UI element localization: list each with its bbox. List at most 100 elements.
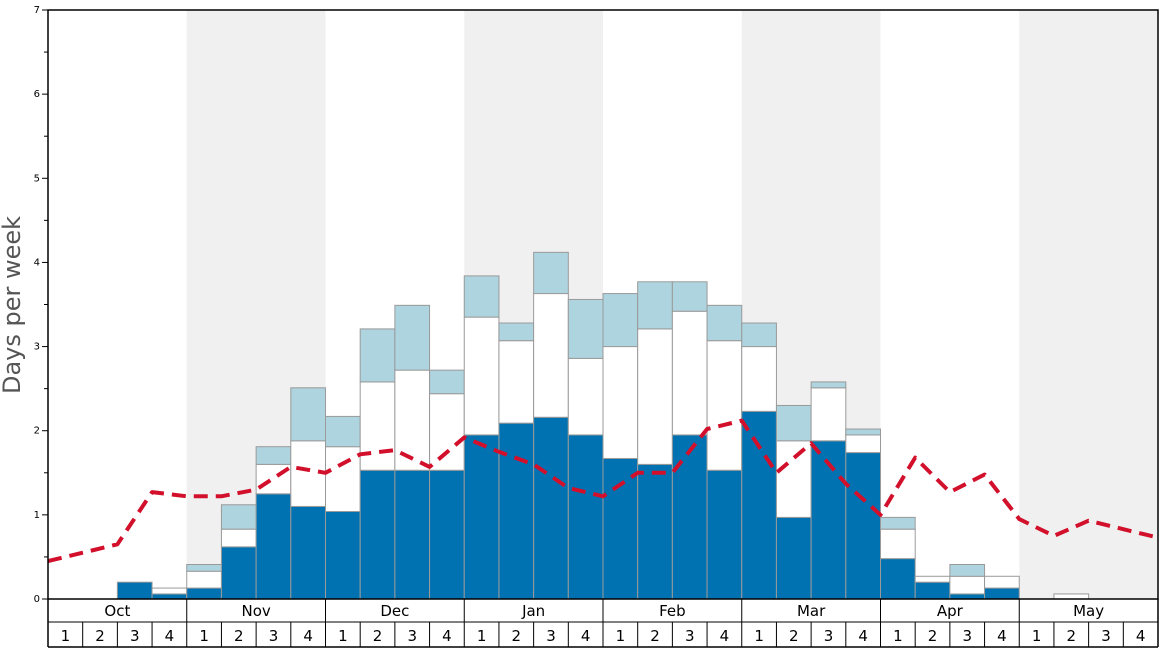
week-label: 4 [303,627,313,645]
bar-segment-s1-w25 [880,558,916,600]
y-tick-label: 1 [34,510,40,521]
bar-segment-s3-w15 [533,251,569,295]
bar-segment-s1-w16 [567,434,604,600]
week-label: 4 [858,627,868,645]
bar-segment-s2-w15 [533,293,569,418]
week-label: 2 [373,627,383,645]
week-label: 4 [442,627,452,645]
week-label: 4 [165,627,175,645]
bar-segment-s3-w21 [741,322,777,348]
bar-segment-s2-w4 [151,587,188,595]
bar-segment-s3-w18 [637,281,673,330]
bar-segment-s2-w30 [1053,593,1090,600]
bar-segment-s3-w17 [602,293,639,348]
week-label: 1 [338,627,348,645]
bar-segment-s2-w28 [984,575,1020,589]
bar-segment-s1-w8 [290,505,326,600]
bar-segment-s2-w9 [325,446,361,512]
month-label-apr: Apr [937,602,964,620]
bar-segment-s2-w24 [845,434,881,454]
bar-segment-s3-w27 [949,564,986,577]
average-line [47,418,1159,564]
bar-segment-s1-w24 [845,452,881,600]
bar-segment-s3-w8 [290,387,326,442]
week-label: 2 [95,627,105,645]
week-label: 1 [477,627,487,645]
bar-segment-s1-w23 [810,440,847,600]
month-label-dec: Dec [380,602,409,620]
week-label: 3 [130,627,140,645]
week-label: 1 [1032,627,1042,645]
bar-segment-s1-w3 [116,581,153,600]
bar-segment-s3-w22 [775,404,812,442]
bar-segment-s3-w14 [498,322,535,342]
bar-segment-s3-w7 [255,446,292,465]
bar-segment-s2-w23 [810,387,847,442]
week-label: 1 [199,627,209,645]
bar-segment-s2-w19 [671,310,708,436]
bar-segment-s3-w13 [463,275,500,318]
bar-segment-s1-w6 [220,546,257,600]
bar-segment-s1-w17 [602,457,639,600]
bar-segment-s3-w20 [706,304,743,342]
week-label: 3 [962,627,972,645]
week-label: 3 [407,627,417,645]
bar-segment-s1-w27 [949,593,986,600]
month-label-oct: Oct [104,602,130,620]
bar-segment-s2-w10 [359,381,396,471]
month-label-may: May [1073,602,1104,620]
bar-segment-s1-w18 [637,463,673,600]
y-tick-label: 7 [34,5,40,16]
week-label: 4 [1136,627,1146,645]
bar-segment-s2-w25 [880,528,916,560]
bar-segment-s1-w19 [671,434,708,600]
week-label: 3 [685,627,695,645]
bar-segment-s3-w25 [880,516,916,530]
week-label: 4 [581,627,591,645]
bar-segment-s1-w20 [706,469,743,600]
week-label: 1 [616,627,626,645]
month-label-feb: Feb [659,602,686,620]
bar-segment-s1-w21 [741,410,777,600]
bar-segment-s3-w5 [186,564,222,572]
week-label: 3 [824,627,834,645]
bar-segment-s1-w26 [914,581,951,600]
bar-segment-s3-w16 [567,298,604,359]
week-label: 4 [997,627,1007,645]
y-tick-label: 0 [34,594,40,605]
bar-segment-s1-w13 [463,434,500,600]
bar-segment-s2-w22 [775,440,812,518]
bar-segment-s3-w19 [671,281,708,312]
month-label-nov: Nov [241,602,270,620]
bar-segment-s3-w9 [325,415,361,448]
bar-segment-s1-w4 [151,593,188,600]
bar-segment-s1-w7 [255,493,292,600]
bar-segment-s1-w11 [394,469,431,600]
bar-segment-s2-w16 [567,357,604,436]
bar-segment-s3-w11 [394,304,431,371]
bar-segment-s3-w12 [429,369,465,395]
week-label: 2 [650,627,660,645]
axis-layer: 0 1 2 3 4 5 6 7 Oct Nov Dec Jan Feb Mar Apr May 1 2 3 4 1 2 3 4… [34,5,1159,648]
bar-segment-s2-w11 [394,369,431,471]
bar-segment-s2-w27 [949,575,986,595]
bar-segment-s1-w15 [533,416,569,600]
y-tick-label: 5 [34,173,40,184]
bar-segment-s3-w24 [845,428,881,436]
week-label: 3 [1101,627,1111,645]
week-label: 2 [512,627,522,645]
bar-segment-s2-w6 [220,528,257,548]
bar-segment-s2-w26 [914,575,951,583]
bar-layer [116,251,1090,600]
bar-segment-s2-w14 [498,340,535,424]
week-label: 2 [928,627,938,645]
y-tick-label: 3 [34,342,40,353]
bar-segment-s2-w12 [429,393,465,471]
bar-segment-s2-w17 [602,346,639,459]
y-axis-title: Days per week [0,216,26,394]
week-label: 3 [269,627,279,645]
bar-segment-s2-w13 [463,316,500,436]
bar-segment-s1-w12 [429,469,465,600]
week-label: 3 [546,627,556,645]
